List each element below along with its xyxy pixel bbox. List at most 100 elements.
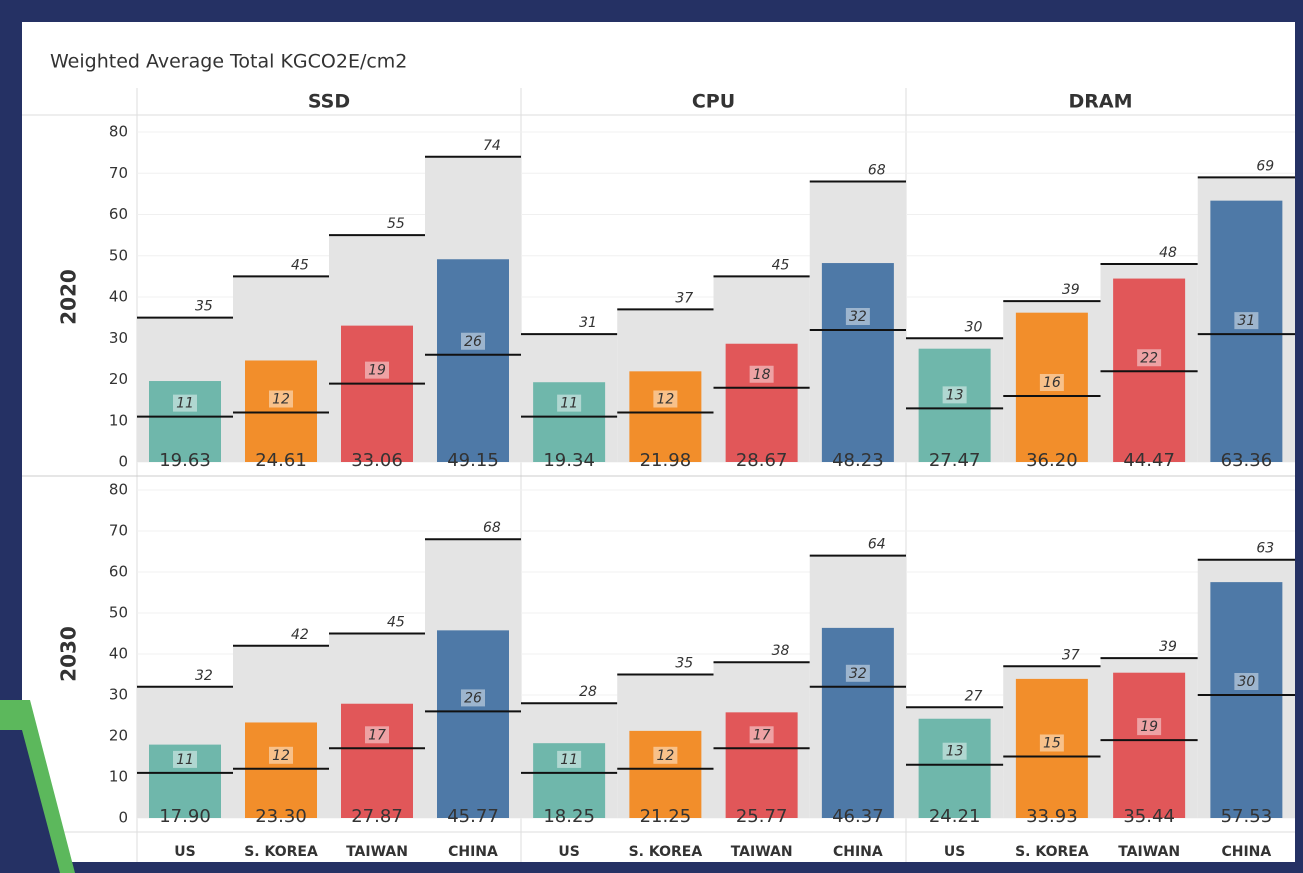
column-header: CPU — [692, 91, 735, 113]
high-label: 35 — [675, 656, 693, 672]
low-label: 13 — [946, 744, 964, 760]
high-label: 38 — [772, 643, 790, 659]
high-label: 39 — [1062, 282, 1080, 298]
y-tick-label: 60 — [109, 205, 128, 223]
value-label: 19.34 — [543, 450, 595, 471]
value-label: 21.25 — [640, 806, 692, 827]
y-tick-label: 70 — [109, 522, 128, 540]
y-tick-label: 0 — [118, 453, 128, 471]
x-tick-label: US — [174, 844, 195, 860]
bar — [725, 343, 798, 462]
value-label: 63.36 — [1221, 450, 1273, 471]
bar — [1015, 678, 1088, 818]
bar — [1210, 200, 1283, 462]
value-label: 18.25 — [543, 806, 595, 827]
low-label: 12 — [656, 748, 674, 764]
low-label: 17 — [753, 727, 771, 743]
low-label-box — [942, 742, 967, 760]
value-label: 21.98 — [640, 450, 692, 471]
y-tick-label: 10 — [109, 768, 128, 786]
x-tick-label: CHINA — [833, 844, 883, 860]
low-label-box — [653, 390, 678, 408]
low-label-box — [173, 394, 197, 412]
high-label: 45 — [387, 615, 405, 631]
low-label: 31 — [1237, 313, 1255, 329]
low-label-box — [1039, 734, 1064, 752]
value-label: 35.44 — [1123, 806, 1175, 827]
value-label: 49.15 — [447, 450, 499, 471]
bar — [533, 382, 606, 462]
high-label: 69 — [1256, 158, 1274, 174]
high-label: 45 — [291, 257, 309, 273]
row-label: 2030 — [57, 626, 81, 682]
low-label: 12 — [272, 748, 290, 764]
high-label: 63 — [1256, 541, 1274, 557]
value-label: 27.47 — [929, 450, 981, 471]
bar — [341, 325, 413, 462]
high-label: 48 — [1159, 245, 1177, 261]
low-label-box — [461, 332, 485, 350]
y-tick-label: 20 — [109, 727, 128, 745]
y-tick-label: 60 — [109, 563, 128, 581]
bar — [629, 730, 702, 818]
low-label: 15 — [1043, 736, 1061, 752]
low-label: 32 — [849, 666, 867, 682]
low-label-box — [653, 746, 678, 764]
low-label-box — [557, 750, 582, 768]
low-label: 30 — [1237, 674, 1255, 690]
high-label: 42 — [291, 627, 309, 643]
high-label: 35 — [195, 299, 213, 315]
y-tick-label: 30 — [109, 329, 128, 347]
x-tick-label: US — [558, 844, 579, 860]
low-label: 17 — [368, 727, 386, 743]
x-tick-label: CHINA — [448, 844, 498, 860]
low-label: 11 — [560, 396, 578, 412]
value-label: 27.87 — [351, 806, 403, 827]
low-label-box — [845, 664, 870, 682]
bar — [437, 259, 509, 462]
low-label: 11 — [176, 396, 194, 412]
value-label: 19.63 — [159, 450, 211, 471]
high-label: 37 — [675, 290, 693, 306]
decor-stripe — [0, 730, 60, 873]
x-tick-label: S. KOREA — [629, 844, 703, 860]
y-tick-label: 10 — [109, 411, 128, 429]
bar — [629, 371, 702, 462]
bar — [341, 703, 413, 818]
x-tick-label: S. KOREA — [1015, 844, 1089, 860]
x-tick-label: TAIWAN — [1118, 844, 1180, 860]
low-label-box — [1137, 349, 1162, 367]
value-label: 17.90 — [159, 806, 211, 827]
value-label: 28.67 — [736, 450, 788, 471]
low-label: 19 — [1140, 719, 1158, 735]
bar — [918, 348, 991, 462]
value-label: 33.06 — [351, 450, 403, 471]
value-label: 44.47 — [1123, 450, 1175, 471]
x-tick-label: US — [944, 844, 965, 860]
low-label-box — [942, 386, 967, 404]
low-label: 11 — [176, 752, 194, 768]
value-label: 36.20 — [1026, 450, 1078, 471]
high-label: 74 — [483, 138, 501, 154]
y-tick-label: 80 — [109, 481, 128, 499]
high-label: 68 — [483, 520, 501, 536]
high-label: 27 — [965, 688, 983, 704]
column-header: SSD — [308, 91, 350, 113]
x-tick-label: CHINA — [1221, 844, 1271, 860]
x-tick-label: TAIWAN — [731, 844, 793, 860]
low-label-box — [365, 726, 389, 744]
low-label-box — [1234, 673, 1259, 690]
x-tick-label: S. KOREA — [244, 844, 318, 860]
value-label: 25.77 — [736, 806, 788, 827]
low-label-box — [1234, 312, 1259, 330]
low-label-box — [749, 726, 774, 744]
high-label: 39 — [1159, 639, 1177, 655]
row-label: 2020 — [57, 269, 81, 325]
bar — [1210, 582, 1283, 818]
low-label: 22 — [1140, 350, 1158, 366]
low-label: 13 — [946, 387, 964, 403]
bar — [149, 744, 221, 818]
low-label: 11 — [560, 752, 578, 768]
high-label: 68 — [868, 163, 886, 179]
x-tick-label: TAIWAN — [346, 844, 408, 860]
